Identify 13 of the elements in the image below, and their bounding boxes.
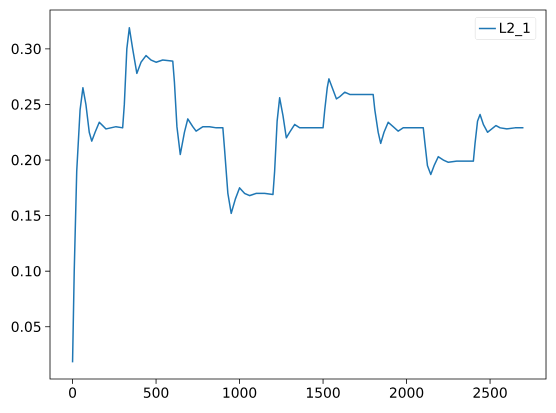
y-tick-label: 0.05 [12, 322, 40, 332]
y-tick-label: 0.25 [12, 99, 40, 110]
x-tick-label: 1500 [306, 387, 340, 398]
x-tick-label: 2000 [390, 387, 424, 398]
y-tick-label: 0.10 [12, 266, 41, 276]
y-tick-label: 0.15 [12, 210, 40, 221]
y-tick-label: 0.30 [12, 44, 41, 54]
y-tick-label: 0.20 [12, 154, 41, 166]
x-tick-label: 2500 [473, 387, 507, 398]
x-tick-label: 0 [69, 387, 76, 398]
x-tick-label: 500 [144, 387, 168, 398]
x-tick-label: 1000 [223, 387, 256, 398]
legend-label: L2_1 [500, 22, 530, 36]
